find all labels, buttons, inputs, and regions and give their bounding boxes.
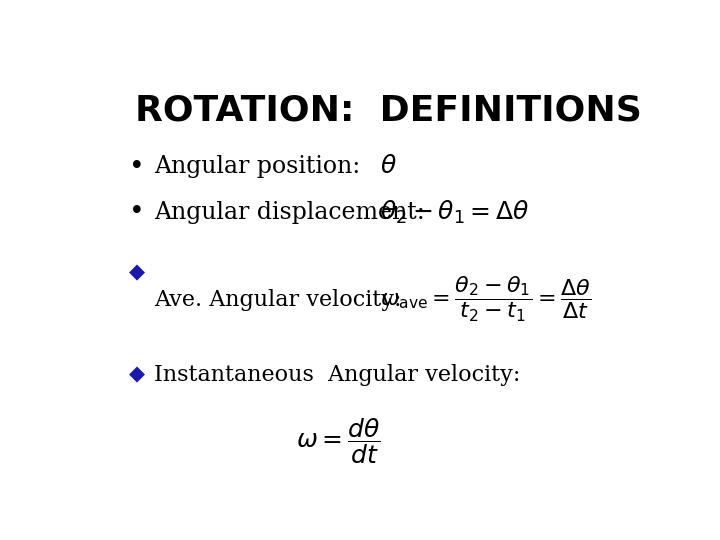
Text: ◆: ◆ xyxy=(129,262,145,283)
Text: $\theta$: $\theta$ xyxy=(380,155,397,178)
Text: $\omega_{\rm ave} = \dfrac{\theta_2 - \theta_1}{t_2 - t_1} = \dfrac{\Delta\theta: $\omega_{\rm ave} = \dfrac{\theta_2 - \t… xyxy=(380,275,592,325)
Text: •: • xyxy=(129,199,145,225)
Text: $\omega = \dfrac{d\theta}{dt}$: $\omega = \dfrac{d\theta}{dt}$ xyxy=(297,416,382,466)
Text: Ave. Angular velocity:: Ave. Angular velocity: xyxy=(154,289,402,310)
Text: $\theta_2 - \theta_1 = \Delta\theta$: $\theta_2 - \theta_1 = \Delta\theta$ xyxy=(380,199,530,226)
Text: Angular position:: Angular position: xyxy=(154,155,361,178)
Text: Angular displacement:: Angular displacement: xyxy=(154,201,425,224)
Text: ◆: ◆ xyxy=(129,364,145,384)
Text: Instantaneous  Angular velocity:: Instantaneous Angular velocity: xyxy=(154,363,521,386)
Text: ROTATION:  DEFINITIONS: ROTATION: DEFINITIONS xyxy=(135,94,642,128)
Text: •: • xyxy=(129,154,145,180)
